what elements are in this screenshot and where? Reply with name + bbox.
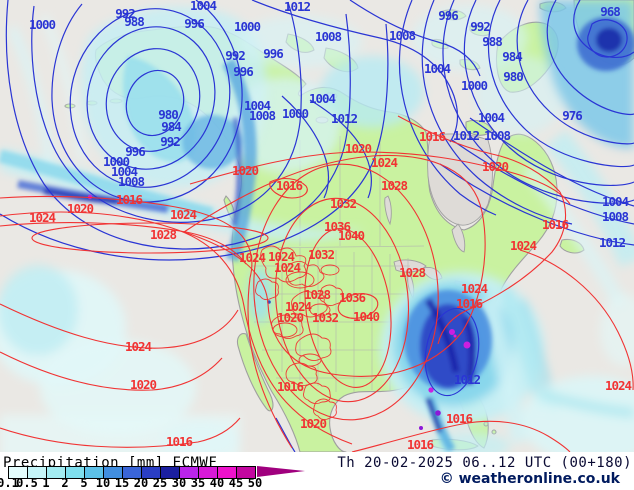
colorbar-segment xyxy=(199,467,218,478)
colorbar-segment xyxy=(180,467,199,478)
colorbar-tick: 50 xyxy=(247,476,263,490)
colorbar-segment xyxy=(47,467,66,478)
colorbar-tick: 45 xyxy=(228,476,244,490)
colorbar-segment xyxy=(28,467,47,478)
colorbar-segment xyxy=(142,467,161,478)
colorbar-ticks: 0.1 0.5 1 2 5 10 15 20 25 30 35 40 45 50 xyxy=(0,477,400,490)
colorbar-tick: 30 xyxy=(171,476,187,490)
colorbar-tick: 0.1 xyxy=(0,476,19,490)
colorbar-arrow xyxy=(257,466,305,477)
colorbar-segment xyxy=(104,467,123,478)
colorbar-tick: 15 xyxy=(114,476,130,490)
forecast-timestamp: Th 20-02-2025 06..12 UTC (00+180) xyxy=(337,455,632,471)
colorbar-tick: 35 xyxy=(190,476,206,490)
colorbar-tick: 1 xyxy=(42,476,50,490)
colorbar-segment xyxy=(123,467,142,478)
copyright: © weatheronline.co.uk xyxy=(439,471,620,487)
colorbar-tick: 0.5 xyxy=(16,476,38,490)
colorbar-segment xyxy=(218,467,237,478)
colorbar-segment xyxy=(85,467,104,478)
isobars-high xyxy=(0,115,634,452)
colorbar-tick: 5 xyxy=(80,476,88,490)
colorbar-tick: 25 xyxy=(152,476,168,490)
colorbar-tick: 10 xyxy=(95,476,111,490)
colorbar-segment xyxy=(161,467,180,478)
precip-maxima xyxy=(87,194,471,430)
colorbar-tick: 40 xyxy=(209,476,225,490)
colorbar-segment xyxy=(237,467,255,478)
legend-band: Precipitation [mm] ECMWF Th 20-02-2025 0… xyxy=(0,452,634,490)
colorbar-segment xyxy=(9,467,28,478)
map-image: 1000 992 988 996 1004 1000 1012 1008 1008 992 996 9… xyxy=(0,0,634,452)
terrain-contour-scribbles xyxy=(255,245,343,421)
colorbar-segment xyxy=(66,467,85,478)
colorbar-tick: 20 xyxy=(133,476,149,490)
colorbar-tick: 2 xyxy=(61,476,69,490)
map-canvas xyxy=(0,0,634,452)
colorbar xyxy=(8,466,256,479)
